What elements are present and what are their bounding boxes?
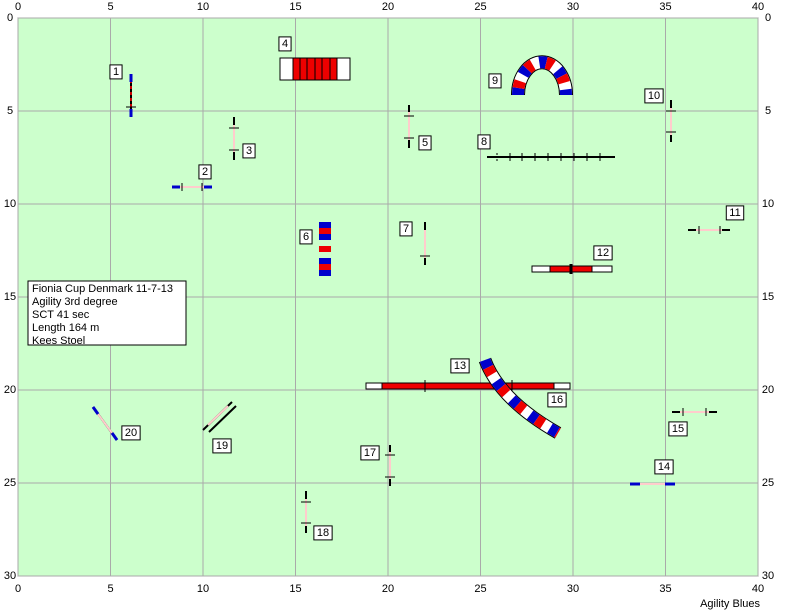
info-line: Kees Stoel xyxy=(32,335,85,347)
obstacle-number: 11 xyxy=(729,207,740,219)
obstacle-number: 12 xyxy=(597,247,609,259)
number-box xyxy=(668,421,688,437)
x-tick-label: 15 xyxy=(289,583,301,595)
x-tick-label: 20 xyxy=(382,583,394,595)
x-tick-label: 10 xyxy=(197,1,209,13)
y-tick-label: 20 xyxy=(4,384,16,396)
y-tick-label: 10 xyxy=(4,198,16,210)
y-tick-label: 5 xyxy=(765,105,771,117)
obstacle-number: 14 xyxy=(658,461,670,473)
x-tick-label: 10 xyxy=(197,583,209,595)
number-box xyxy=(121,425,141,441)
info-box xyxy=(27,280,187,346)
info-line: Fionia Cup Denmark 11-7-13 xyxy=(32,283,173,295)
x-tick-label: 0 xyxy=(15,1,21,13)
footer: Agility Blues xyxy=(700,598,760,610)
y-tick-label: 0 xyxy=(7,12,13,24)
number-box xyxy=(418,135,432,151)
number-box xyxy=(644,88,664,104)
number-box xyxy=(242,143,256,159)
x-tick-label: 35 xyxy=(659,583,671,595)
info-line: Agility 3rd degree xyxy=(32,296,118,308)
x-tick-label: 20 xyxy=(382,1,394,13)
obstacle-number: 10 xyxy=(648,90,660,102)
number-box xyxy=(477,134,491,150)
x-tick-label: 40 xyxy=(752,1,764,13)
number-box xyxy=(360,445,380,461)
x-tick-label: 15 xyxy=(289,1,301,13)
number-box xyxy=(593,245,613,261)
y-tick-label: 10 xyxy=(762,198,774,210)
obstacle-number: 1 xyxy=(113,66,119,78)
y-tick-label: 15 xyxy=(762,291,774,303)
obstacles xyxy=(91,55,730,533)
number-box xyxy=(299,229,313,245)
y-tick-label: 5 xyxy=(7,105,13,117)
number-box xyxy=(278,36,292,52)
obstacle-number: 7 xyxy=(403,223,409,235)
y-tick-label: 25 xyxy=(4,477,16,489)
y-tick-label: 20 xyxy=(762,384,774,396)
y-tick-label: 30 xyxy=(762,570,774,582)
x-tick-label: 35 xyxy=(659,1,671,13)
obstacle-number: 2 xyxy=(202,166,208,178)
obstacle-number: 6 xyxy=(303,231,309,243)
obstacle-number: 15 xyxy=(672,423,684,435)
number-box xyxy=(547,392,567,408)
number-box xyxy=(450,358,470,374)
obstacle-number: 4 xyxy=(282,38,288,50)
info-line: Length 164 m xyxy=(32,322,99,334)
number-box xyxy=(313,525,333,541)
x-tick-label: 25 xyxy=(474,583,486,595)
number-box xyxy=(488,73,502,89)
x-tick-label: 5 xyxy=(107,583,113,595)
obstacle-number: 18 xyxy=(317,527,329,539)
x-tick-label: 0 xyxy=(15,583,21,595)
x-tick-label: 40 xyxy=(752,583,764,595)
x-tick-label: 30 xyxy=(567,1,579,13)
number-box xyxy=(725,205,745,221)
y-tick-label: 0 xyxy=(765,12,771,24)
info-line: SCT 41 sec xyxy=(32,309,90,321)
number-box xyxy=(212,438,232,454)
y-tick-label: 15 xyxy=(4,291,16,303)
number-box xyxy=(198,164,212,180)
obstacle-number: 13 xyxy=(454,360,466,372)
x-tick-label: 30 xyxy=(567,583,579,595)
obstacle-number: 9 xyxy=(492,75,498,87)
x-tick-label: 5 xyxy=(107,1,113,13)
x-tick-label: 25 xyxy=(474,1,486,13)
obstacle-number: 17 xyxy=(364,447,376,459)
obstacle-number: 5 xyxy=(422,137,428,149)
obstacle-number: 19 xyxy=(216,440,228,452)
number-box xyxy=(399,221,413,237)
y-tick-label: 25 xyxy=(762,477,774,489)
obstacle-number: 16 xyxy=(551,394,563,406)
number-box xyxy=(654,459,674,475)
number-box xyxy=(109,64,123,80)
obstacle-number: 3 xyxy=(246,145,252,157)
obstacle-number: 8 xyxy=(481,136,487,148)
y-tick-label: 30 xyxy=(4,570,16,582)
obstacle-number: 20 xyxy=(125,427,137,439)
